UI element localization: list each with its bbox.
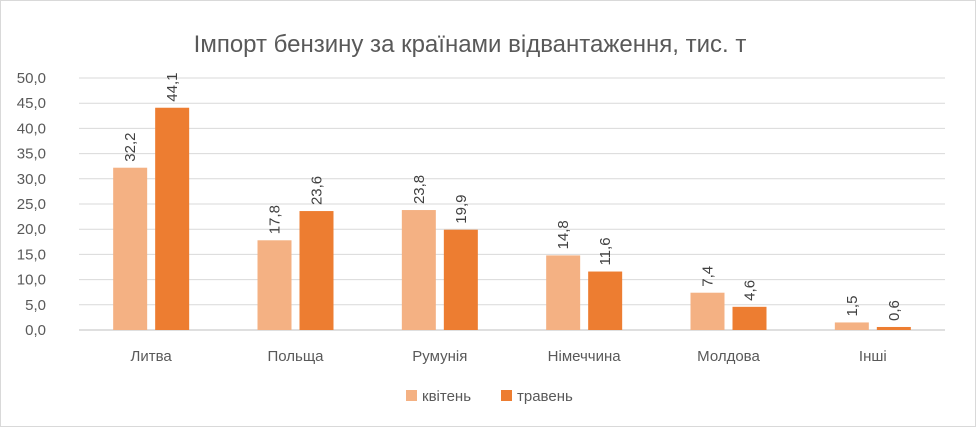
bar-april: [401, 210, 436, 330]
legend: квітень травень: [406, 388, 573, 405]
bar-may: [876, 326, 911, 330]
category-label: Молдова: [697, 348, 760, 365]
data-label: 44,1: [164, 73, 181, 102]
data-label: 32,2: [122, 133, 139, 162]
y-tick-label: 35,0: [17, 146, 46, 163]
category-label: Литва: [131, 348, 173, 365]
data-label: 14,8: [555, 220, 572, 249]
bars: [113, 107, 911, 331]
data-label: 19,9: [453, 195, 470, 224]
legend-swatch: [406, 390, 417, 401]
data-label: 23,6: [309, 176, 326, 205]
gridlines: [79, 77, 945, 331]
category-label: Інші: [859, 348, 887, 365]
y-tick-label: 25,0: [17, 196, 46, 213]
bar-april: [546, 255, 581, 330]
data-label: 11,6: [597, 237, 614, 265]
y-tick-label: 20,0: [17, 221, 46, 238]
data-label: 17,8: [267, 205, 284, 234]
legend-swatch: [501, 390, 512, 401]
category-label: Румунія: [412, 348, 467, 365]
bar-may: [588, 271, 623, 330]
data-label: 1,5: [844, 296, 861, 317]
bar-april: [834, 322, 869, 330]
data-labels: 32,2 44,1 17,8 23,6 23,8 19,9 14,8 11,6 7,4 4,6 1,…: [122, 73, 903, 321]
y-tick-label: 50,0: [17, 70, 46, 87]
legend-label: квітень: [422, 388, 471, 405]
data-label: 23,8: [411, 175, 428, 204]
bar-may: [443, 229, 478, 330]
data-label: 4,6: [742, 280, 759, 301]
bar-april: [113, 167, 148, 330]
y-tick-label: 10,0: [17, 272, 46, 289]
y-tick-label: 15,0: [17, 246, 46, 263]
y-tick-label: 40,0: [17, 120, 46, 137]
data-label: 0,6: [886, 300, 903, 321]
y-tick-label: 30,0: [17, 171, 46, 188]
bar-may: [155, 107, 190, 331]
data-label: 7,4: [700, 266, 717, 287]
category-label: Німеччина: [548, 348, 622, 365]
category-label: Польща: [267, 348, 324, 365]
y-tick-label: 5,0: [25, 297, 46, 314]
y-axis-ticks: 0,0 5,0 10,0 15,0 20,0 25,0 30,0 35,0 40,0 45,0 50…: [17, 70, 46, 339]
bar-april: [257, 240, 292, 330]
bar-may: [299, 211, 334, 330]
x-axis-categories: Литва Польща Румунія Німеччина Молдова Інші: [131, 348, 887, 365]
legend-label: травень: [517, 388, 573, 405]
y-tick-label: 45,0: [17, 95, 46, 112]
y-tick-label: 0,0: [25, 322, 46, 339]
bar-may: [732, 306, 767, 330]
bar-april: [690, 292, 725, 330]
chart-title: Імпорт бензину за країнами відвантаження…: [194, 31, 747, 58]
